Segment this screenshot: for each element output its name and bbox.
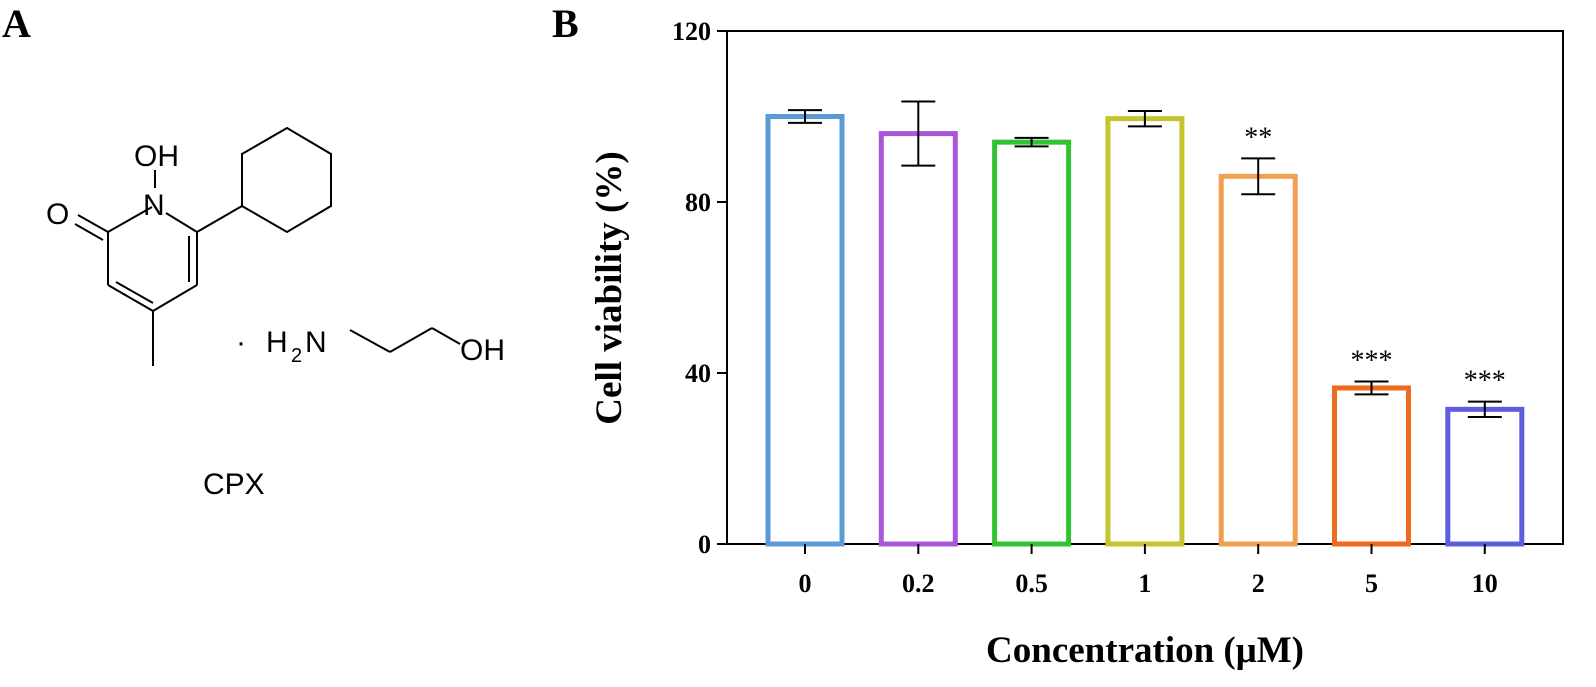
error-bar-2 [1241,157,1276,196]
bar-5 [1332,385,1411,547]
cyclohexane-ring [241,126,332,234]
error-bar-5 [1354,380,1389,396]
carbonyl-bond [77,214,109,233]
bond [389,327,433,353]
bar-10 [1445,406,1525,547]
x-tick-label-2: 2 [1252,569,1265,598]
x-tick-label-0.5: 0.5 [1015,569,1048,598]
x-tick-label-0: 0 [799,569,812,598]
bar-1 [1105,116,1185,547]
x-tick-label-10: 10 [1472,569,1498,598]
panel-a: A OH [2,1,505,501]
bar-2 [1218,173,1298,547]
carbonyl-oxygen-label: O [46,198,69,231]
amine-h-label: H [266,326,288,359]
n-hydroxyl-label: OH [134,140,179,173]
chemical-structure [74,126,461,366]
ethanol-oh-label: OH [460,334,505,367]
panel-b-label: B [552,1,579,46]
bond [196,205,243,233]
salt-dot: · [236,326,246,359]
x-tick-label-5: 5 [1365,569,1378,598]
error-bar-10 [1467,400,1502,419]
bars-layer [765,114,1525,547]
y-tick-label-40: 40 [685,359,711,388]
plot-frame [726,30,1564,545]
x-tick-label-1: 1 [1138,569,1151,598]
error-bar-0.2 [901,100,936,167]
y-axis-title: Cell viability (%) [589,151,630,424]
y-tick-label-80: 80 [685,188,711,217]
panel-a-label: A [2,1,31,46]
bar-0.5 [992,139,1072,547]
double-bond [115,281,154,304]
y-axis-ticks: 0 40 80 120 [672,17,727,559]
significance-5: *** [1351,346,1393,377]
error-bar-1 [1127,109,1162,128]
bar-0 [765,114,845,547]
amine-n-label: N [305,326,327,359]
y-tick-label-120: 120 [672,17,711,46]
y-tick-label-0: 0 [698,530,711,559]
bar-0.2 [878,131,958,547]
x-axis-ticks: 0 0.2 0.5 1 2 5 10 [799,544,1498,598]
error-bars-layer [788,100,1502,419]
bond [431,327,461,345]
bond [165,212,198,233]
carbonyl-bond [74,223,104,241]
error-bar-0 [788,109,822,124]
ring-nitrogen-label: N [143,189,165,222]
significance-2: ** [1244,122,1272,153]
error-bar-0.5 [1014,136,1049,148]
compound-name: CPX [203,468,265,501]
bond [152,284,198,312]
amine-subscript: 2 [291,345,302,367]
x-axis-title: Concentration (μM) [986,630,1304,671]
x-tick-label-0.2: 0.2 [902,569,935,598]
bond [107,206,153,233]
bond [107,284,154,312]
bond [349,329,391,353]
significance-layer: ******** [1244,122,1506,396]
significance-10: *** [1464,366,1506,397]
